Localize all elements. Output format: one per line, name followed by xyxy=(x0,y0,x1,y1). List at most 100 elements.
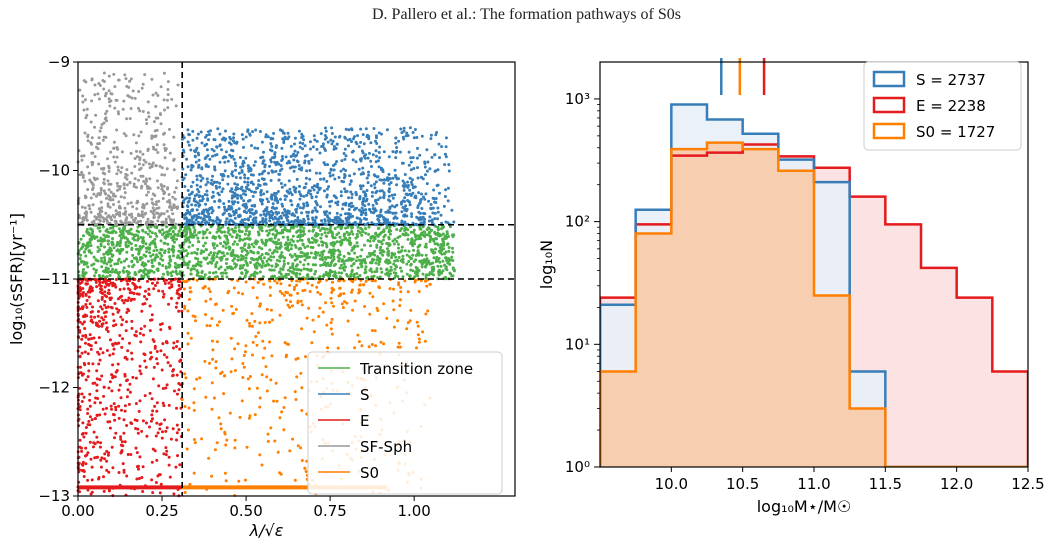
scatter-point xyxy=(434,201,438,204)
scatter-point xyxy=(329,168,333,172)
scatter-point xyxy=(147,292,151,296)
scatter-point xyxy=(411,186,415,190)
scatter-point xyxy=(314,200,318,203)
scatter-point xyxy=(127,264,131,268)
scatter-point xyxy=(268,285,272,289)
scatter-point xyxy=(375,154,378,158)
scatter-point xyxy=(423,197,427,201)
scatter-point xyxy=(258,304,262,308)
scatter-point xyxy=(289,275,293,279)
scatter-point xyxy=(93,315,97,319)
scatter-point xyxy=(248,211,252,215)
scatter-point xyxy=(404,226,408,230)
scatter-point xyxy=(243,218,247,221)
scatter-point xyxy=(425,182,429,186)
scatter-point xyxy=(155,143,159,147)
scatter-point xyxy=(282,428,286,432)
scatter-point xyxy=(374,160,378,164)
scatter-point xyxy=(431,267,435,271)
scatter-point xyxy=(393,267,397,271)
scatter-point xyxy=(350,268,354,272)
scatter-point xyxy=(379,245,383,249)
scatter-point xyxy=(122,468,126,472)
scatter-point xyxy=(243,275,247,279)
scatter-point xyxy=(307,255,310,259)
scatter-point xyxy=(299,268,303,272)
scatter-point xyxy=(175,345,178,348)
scatter-point xyxy=(278,313,282,317)
scatter-point xyxy=(110,270,114,274)
scatter-point xyxy=(329,218,333,222)
scatter-point xyxy=(352,272,356,276)
scatter-point xyxy=(341,207,344,211)
scatter-point xyxy=(440,227,443,231)
scatter-point xyxy=(337,259,341,263)
scatter-point xyxy=(280,155,284,158)
scatter-point xyxy=(111,267,115,271)
scatter-point xyxy=(380,132,383,136)
scatter-point xyxy=(283,210,287,214)
scatter-point xyxy=(259,255,262,259)
scatter-point xyxy=(444,256,447,260)
scatter-point xyxy=(171,373,175,377)
scatter-point xyxy=(326,255,330,259)
scatter-point xyxy=(222,392,226,396)
scatter-point xyxy=(147,115,151,119)
scatter-point xyxy=(166,93,170,97)
scatter-point xyxy=(172,205,176,209)
scatter-point xyxy=(336,200,340,204)
scatter-point xyxy=(238,267,242,270)
scatter-point xyxy=(102,394,106,398)
scatter-point xyxy=(339,263,343,267)
scatter-point xyxy=(368,254,372,258)
scatter-point xyxy=(230,235,234,239)
scatter-point xyxy=(388,225,392,229)
scatter-point xyxy=(380,189,384,193)
scatter-point xyxy=(327,185,331,189)
scatter-point xyxy=(421,177,425,181)
scatter-point xyxy=(140,274,144,278)
scatter-point xyxy=(171,427,175,431)
scatter-point xyxy=(206,154,210,158)
scatter-point xyxy=(354,140,358,144)
scatter-point xyxy=(385,128,389,132)
scatter-point xyxy=(96,314,100,318)
scatter-point xyxy=(109,281,113,285)
scatter-point xyxy=(104,211,108,215)
scatter-point xyxy=(114,431,118,435)
scatter-point xyxy=(185,211,188,215)
scatter-point xyxy=(121,107,125,111)
scatter-point xyxy=(87,369,91,373)
scatter-point xyxy=(293,142,296,146)
scatter-point xyxy=(167,193,171,196)
scatter-point xyxy=(106,330,110,333)
scatter-point xyxy=(121,269,125,273)
scatter-point xyxy=(286,245,290,249)
scatter-point xyxy=(98,445,102,449)
scatter-point xyxy=(96,147,100,151)
scatter-point xyxy=(155,211,159,215)
scatter-point xyxy=(132,256,136,260)
scatter-point xyxy=(89,457,93,461)
scatter-point xyxy=(193,251,197,254)
scatter-point xyxy=(90,78,94,82)
scatter-point xyxy=(127,402,131,406)
scatter-point xyxy=(322,177,326,181)
scatter-point xyxy=(170,274,174,278)
scatter-point xyxy=(233,446,237,450)
scatter-point xyxy=(288,449,292,453)
scatter-point xyxy=(406,193,410,197)
scatter-point xyxy=(106,230,110,234)
scatter-point xyxy=(415,136,419,139)
scatter-point xyxy=(296,151,300,154)
scatter-point xyxy=(86,133,90,137)
scatter-point xyxy=(122,99,126,103)
scatter-point xyxy=(163,418,167,422)
scatter-point xyxy=(405,327,409,331)
scatter-point xyxy=(397,139,401,143)
scatter-point xyxy=(321,144,325,148)
scatter-point xyxy=(280,159,284,162)
scatter-point xyxy=(184,376,188,380)
scatter-point xyxy=(208,361,211,365)
scatter-point xyxy=(144,254,148,258)
